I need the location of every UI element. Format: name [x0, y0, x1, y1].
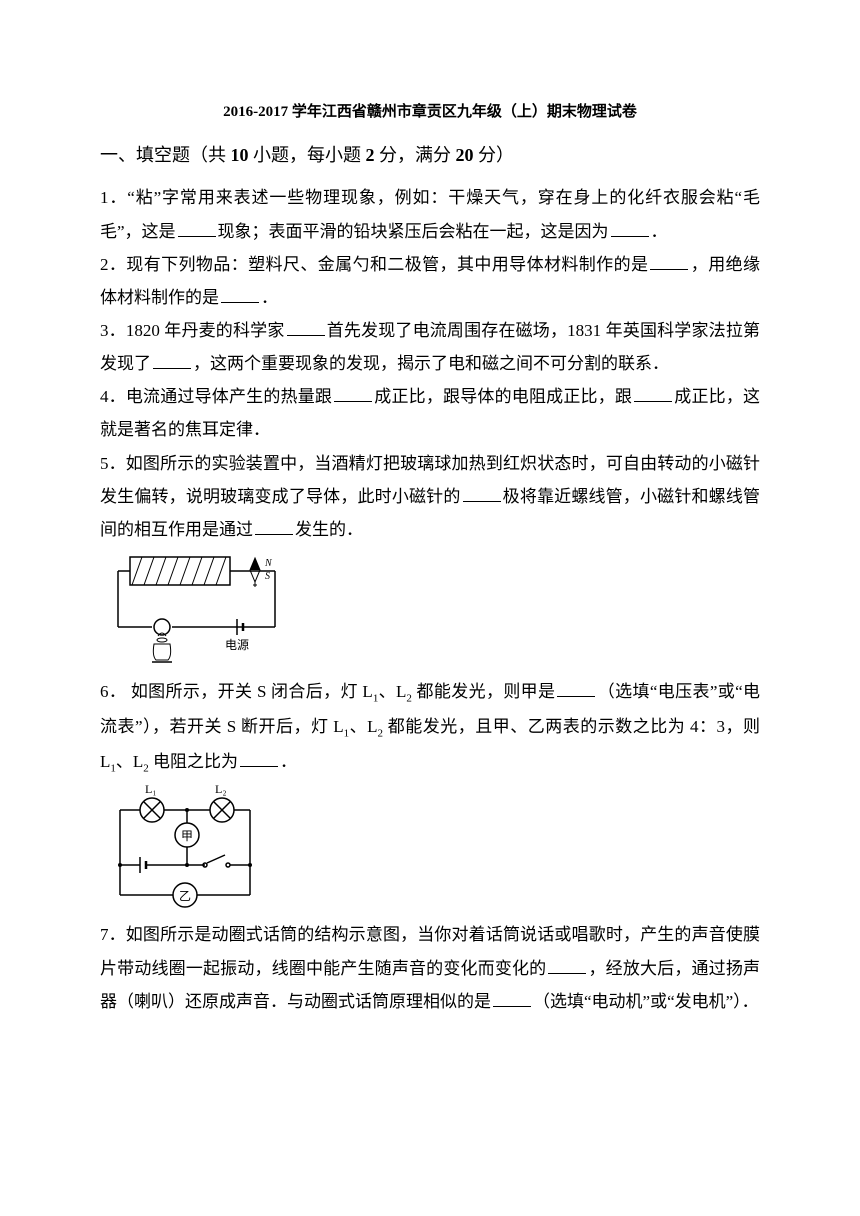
q4-blank1[interactable]: [334, 384, 372, 402]
sh-num1: 10: [231, 145, 249, 165]
q4-p2: 成正比，跟导体的电阻成正比，跟: [374, 387, 632, 406]
q3-blank2[interactable]: [153, 351, 191, 369]
q2-blank2[interactable]: [221, 285, 259, 303]
sh-mid1: 小题，每小题: [249, 145, 366, 165]
question-3: 3．1820 年丹麦的科学家首先发现了电流周围存在磁场，1831 年英国科学家法…: [100, 314, 760, 380]
q2-p3: ．: [261, 288, 278, 307]
q1-p2: 现象；表面平滑的铅块紧压后会粘在一起，这是因为: [218, 222, 609, 241]
q6-p2b: 、L: [349, 717, 377, 736]
q6-p1b: 、L: [378, 682, 406, 701]
sh-end: 分）: [474, 145, 515, 165]
q1-blank1[interactable]: [178, 219, 216, 237]
q7-blank1[interactable]: [548, 956, 586, 974]
q2-blank1[interactable]: [650, 252, 688, 270]
q7-p3: （选填“电动机”或“发电机”）．: [533, 992, 759, 1011]
q1-blank2[interactable]: [611, 219, 649, 237]
q6-p2e: 电阻之比为: [149, 752, 238, 771]
q5-blank1[interactable]: [463, 484, 501, 502]
q2-p1: 2．现有下列物品：塑料尺、金属勺和二极管，其中用导体材料制作的是: [100, 255, 648, 274]
compass-n: N: [264, 558, 273, 569]
question-5: 5．如图所示的实验装置中，当酒精灯把玻璃球加热到红炽状态时，可自由转动的小磁针发…: [100, 447, 760, 546]
q6-p1c: 都能发光，则甲是: [412, 682, 555, 701]
section-header: 一、填空题（共 10 小题，每小题 2 分，满分 20 分）: [100, 139, 760, 171]
q6-blank1[interactable]: [557, 679, 595, 697]
sh-mid2: 分，满分: [375, 145, 456, 165]
page-title: 2016-2017 学年江西省赣州市章贡区九年级（上）期末物理试卷: [100, 100, 760, 121]
q5-p3: 发生的．: [295, 520, 363, 539]
q4-p1: 4．电流通过导体产生的热量跟: [100, 387, 332, 406]
meter-jia: 甲: [181, 829, 193, 843]
question-1: 1．“粘”字常用来表述一些物理现象，例如：干燥天气，穿在身上的化纤衣服会粘“毛毛…: [100, 181, 760, 247]
question-7: 7．如图所示是动圈式话筒的结构示意图，当你对着话筒说话或唱歌时，产生的声音使膜片…: [100, 918, 760, 1017]
q6-p1a: 6． 如图所示，开关 S 闭合后，灯 L: [100, 682, 373, 701]
figure-q6: L₁ L₂ 甲: [110, 785, 760, 910]
question-6: 6． 如图所示，开关 S 闭合后，灯 L1、L2 都能发光，则甲是（选填“电压表…: [100, 675, 760, 779]
q1-p3: ．: [651, 222, 668, 241]
l1-label: L₁: [145, 785, 157, 796]
sh-num3: 20: [456, 145, 474, 165]
sh-num2: 2: [366, 145, 375, 165]
sh-label: 一、填空题（共: [100, 145, 231, 165]
q6-p2d: 、L: [116, 752, 143, 771]
meter-yi: 乙: [179, 889, 191, 903]
figure-q5: N S 电源: [110, 552, 760, 667]
q7-blank2[interactable]: [493, 989, 531, 1007]
q3-p3: ，这两个重要现象的发现，揭示了电和磁之间不可分割的联系．: [193, 354, 669, 373]
q3-blank1[interactable]: [287, 318, 325, 336]
q6-p3: ．: [280, 752, 297, 771]
compass-s: S: [265, 571, 270, 582]
question-2: 2．现有下列物品：塑料尺、金属勺和二极管，其中用导体材料制作的是，用绝缘体材料制…: [100, 248, 760, 314]
q3-p1: 3．1820 年丹麦的科学家: [100, 321, 285, 340]
question-4: 4．电流通过导体产生的热量跟成正比，跟导体的电阻成正比，跟成正比，这就是著名的焦…: [100, 380, 760, 446]
l2-label: L₂: [215, 785, 227, 796]
q6-blank2[interactable]: [240, 749, 278, 767]
q4-blank2[interactable]: [634, 384, 672, 402]
battery-label: 电源: [225, 638, 249, 652]
q5-blank2[interactable]: [255, 517, 293, 535]
